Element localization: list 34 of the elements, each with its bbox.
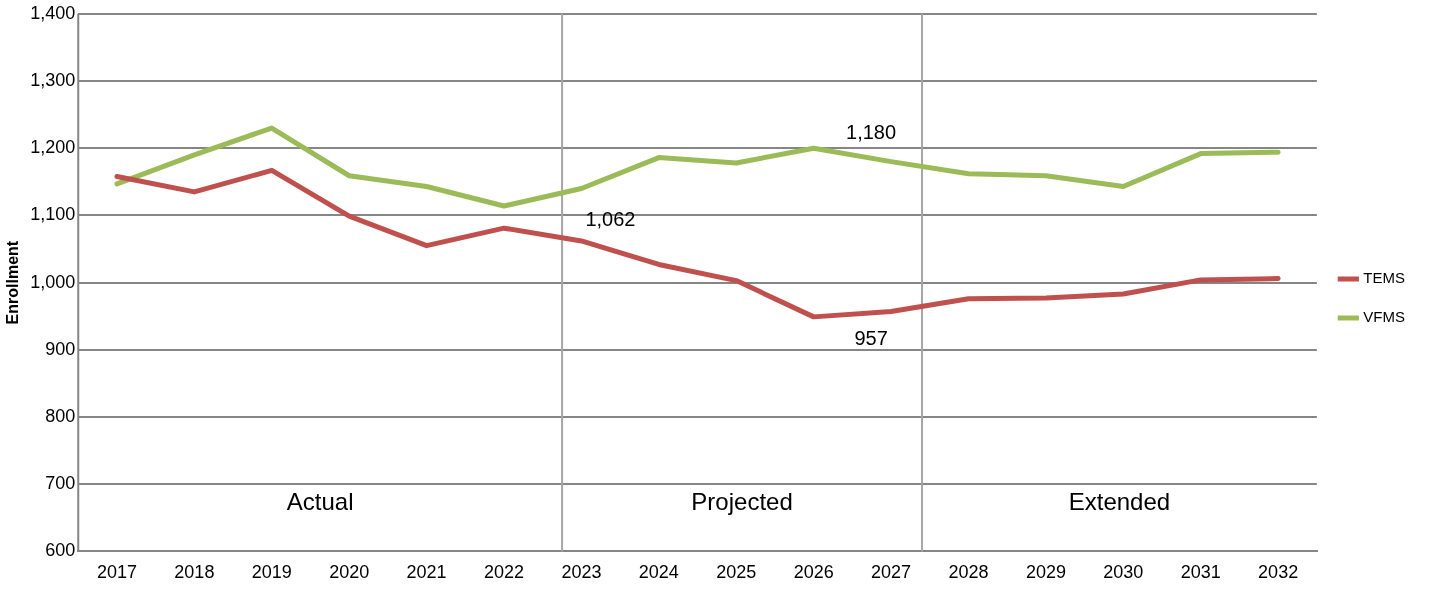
y-tick-label: 1,200 bbox=[30, 137, 76, 158]
data-label: 1,180 bbox=[846, 121, 897, 144]
annotation: Projected bbox=[691, 488, 793, 516]
x-tick-label: 2022 bbox=[483, 562, 525, 583]
x-tick-label: 2025 bbox=[716, 562, 757, 583]
x-tick-label: 2028 bbox=[948, 562, 989, 583]
data-label: 1,062 bbox=[585, 208, 636, 231]
x-tick-label: 2023 bbox=[561, 562, 602, 583]
x-tick-label: 2021 bbox=[406, 562, 447, 583]
x-tick-label: 2019 bbox=[251, 562, 292, 583]
y-tick-label: 700 bbox=[45, 473, 76, 494]
y-tick-label: 600 bbox=[45, 540, 76, 561]
x-tick-label: 2020 bbox=[329, 562, 370, 583]
x-tick-label: 2032 bbox=[1258, 562, 1299, 583]
legend-label: TEMS bbox=[1363, 269, 1405, 287]
data-label: 957 bbox=[854, 327, 888, 350]
x-tick-label: 2031 bbox=[1180, 562, 1221, 583]
x-tick-label: 2017 bbox=[96, 562, 137, 583]
x-tick-label: 2030 bbox=[1103, 562, 1144, 583]
y-tick-label: 800 bbox=[45, 405, 76, 426]
y-axis-title: Enrollment bbox=[4, 240, 22, 325]
y-tick-label: 1,100 bbox=[30, 204, 76, 225]
annotation: Extended bbox=[1068, 488, 1171, 516]
annotation: Actual bbox=[286, 488, 354, 516]
x-tick-label: 2026 bbox=[793, 562, 834, 583]
y-tick-label: 900 bbox=[45, 338, 76, 359]
x-tick-label: 2018 bbox=[174, 562, 215, 583]
x-tick-label: 2029 bbox=[1025, 562, 1066, 583]
x-tick-label: 2024 bbox=[638, 562, 679, 583]
y-tick-label: 1,000 bbox=[30, 271, 76, 292]
legend-label: VFMS bbox=[1363, 308, 1405, 326]
y-tick-label: 1,300 bbox=[30, 69, 76, 90]
x-tick-label: 2027 bbox=[871, 562, 912, 583]
y-tick-label: 1,400 bbox=[30, 2, 76, 23]
